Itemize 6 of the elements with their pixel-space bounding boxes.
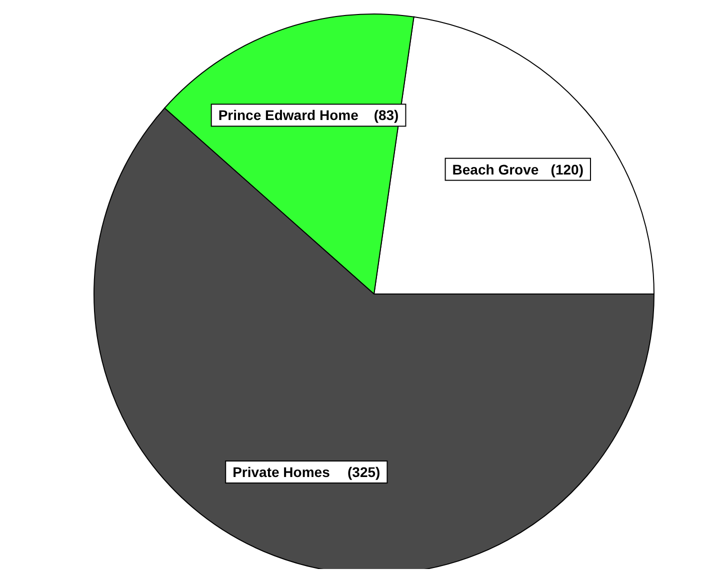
slice-label: Prince Edward Home — [218, 107, 359, 124]
slice-label: Private Homes — [232, 464, 330, 480]
data-label: (325) — [348, 464, 380, 480]
data-label: (120) — [550, 161, 584, 178]
data-label: (83) — [374, 107, 399, 124]
slice-label: Beach Grove — [452, 161, 539, 178]
